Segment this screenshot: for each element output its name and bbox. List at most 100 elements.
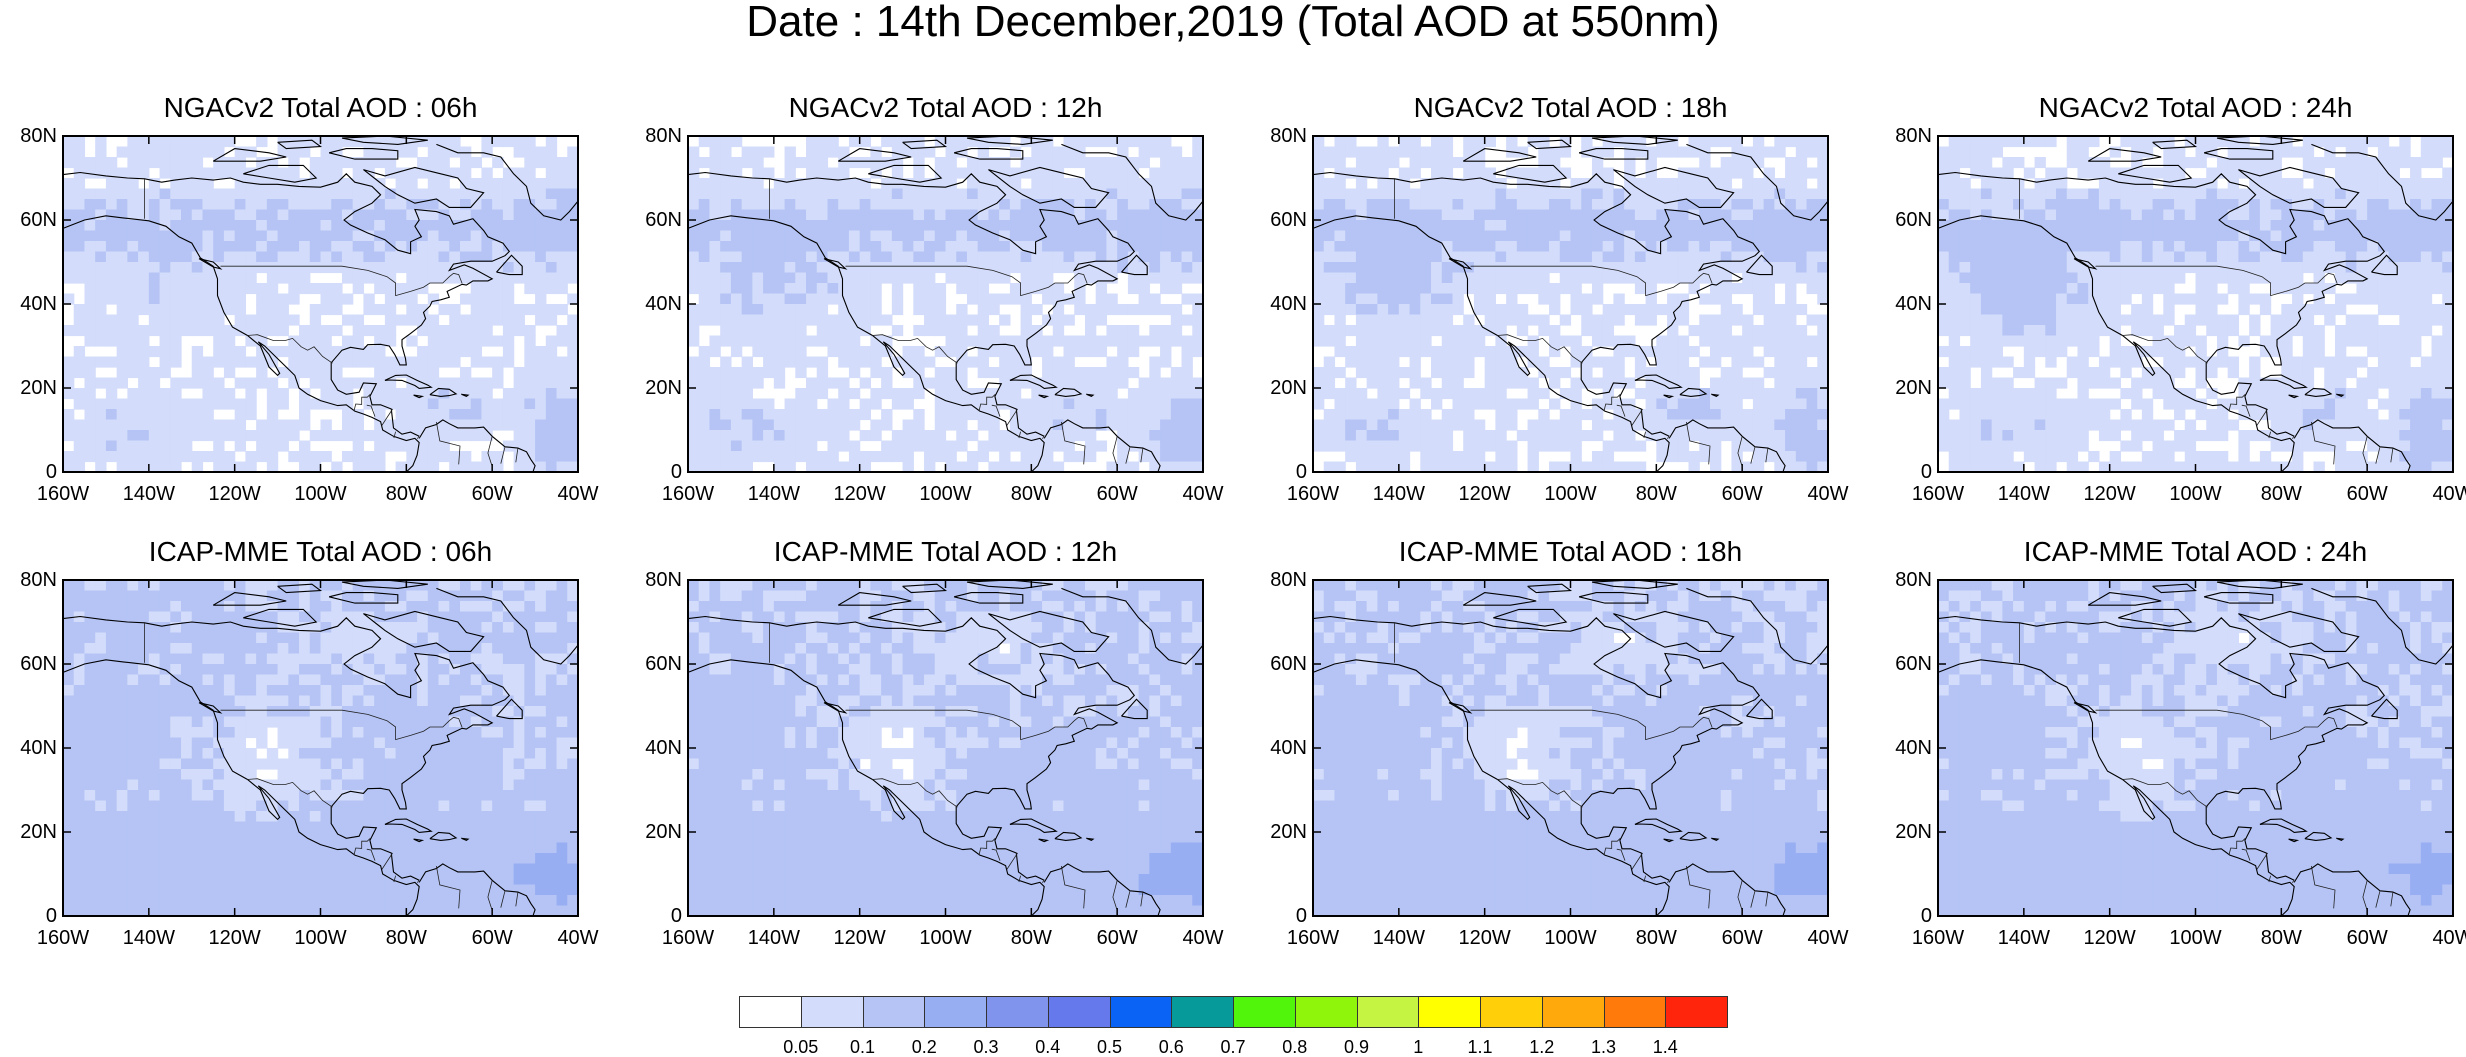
lat-tick-label: 60N xyxy=(0,210,57,230)
lon-tick-label: 80W xyxy=(1621,928,1691,948)
colorbar-box xyxy=(739,996,802,1028)
lat-tick-label: 80N xyxy=(1247,570,1307,590)
lat-tick-label: 20N xyxy=(0,822,57,842)
lat-tick-label: 0 xyxy=(0,906,57,926)
colorbar-box xyxy=(1233,996,1296,1028)
colorbar-box xyxy=(1048,996,1111,1028)
colorbar-box xyxy=(1480,996,1543,1028)
map-panel-ngac-6h xyxy=(63,136,578,472)
colorbar-box xyxy=(1110,996,1173,1028)
panel-title: ICAP-MME Total AOD : 24h xyxy=(1916,538,2466,566)
lon-tick-label: 100W xyxy=(286,928,356,948)
lon-tick-label: 100W xyxy=(1536,928,1606,948)
lon-tick-label: 120W xyxy=(825,484,895,504)
map-panel-ngac-12h xyxy=(688,136,1203,472)
aod-map xyxy=(63,580,578,916)
map-panel-ngac-18h xyxy=(1313,136,1828,472)
lat-tick-label: 80N xyxy=(622,570,682,590)
lon-tick-label: 120W xyxy=(200,928,270,948)
lat-tick-label: 40N xyxy=(0,294,57,314)
lat-tick-label: 60N xyxy=(1872,654,1932,674)
lat-tick-label: 80N xyxy=(1872,126,1932,146)
colorbar-box xyxy=(1418,996,1481,1028)
lat-tick-label: 0 xyxy=(0,462,57,482)
lat-tick-label: 0 xyxy=(1872,462,1932,482)
lon-tick-label: 120W xyxy=(2075,928,2145,948)
lat-tick-label: 40N xyxy=(1872,738,1932,758)
lon-tick-label: 80W xyxy=(1621,484,1691,504)
lon-tick-label: 160W xyxy=(1903,484,1973,504)
lat-tick-label: 20N xyxy=(1872,378,1932,398)
colorbar-label: 0.2 xyxy=(899,1038,949,1056)
panel-title: NGACv2 Total AOD : 24h xyxy=(1916,94,2466,122)
lon-tick-label: 40W xyxy=(1793,484,1863,504)
colorbar-box xyxy=(1357,996,1420,1028)
lon-tick-label: 140W xyxy=(739,484,809,504)
aod-field xyxy=(688,580,1204,917)
lat-tick-label: 0 xyxy=(622,462,682,482)
panel-title: ICAP-MME Total AOD : 12h xyxy=(666,538,1226,566)
lat-tick-label: 20N xyxy=(0,378,57,398)
aod-map xyxy=(1938,580,2453,916)
lon-tick-label: 160W xyxy=(1278,928,1348,948)
lon-tick-label: 160W xyxy=(28,928,98,948)
figure-title: Date : 14th December,2019 (Total AOD at … xyxy=(0,0,2466,44)
lat-tick-label: 80N xyxy=(0,570,57,590)
lon-tick-label: 100W xyxy=(2161,484,2231,504)
lon-tick-label: 120W xyxy=(1450,928,1520,948)
aod-map xyxy=(1313,580,1828,916)
aod-map xyxy=(63,136,578,472)
colorbar xyxy=(739,996,1727,1030)
colorbar-label: 0.3 xyxy=(961,1038,1011,1056)
colorbar-box xyxy=(1295,996,1358,1028)
map-panel-icap-18h xyxy=(1313,580,1828,916)
lon-tick-label: 140W xyxy=(1989,484,2059,504)
aod-field xyxy=(1313,136,1829,473)
lon-tick-label: 40W xyxy=(2418,484,2466,504)
lon-tick-label: 120W xyxy=(825,928,895,948)
lat-tick-label: 80N xyxy=(0,126,57,146)
lat-tick-label: 60N xyxy=(1872,210,1932,230)
colorbar-label: 0.1 xyxy=(838,1038,888,1056)
lon-tick-label: 60W xyxy=(457,928,527,948)
lat-tick-label: 40N xyxy=(0,738,57,758)
aod-field xyxy=(63,136,579,473)
lat-tick-label: 0 xyxy=(1872,906,1932,926)
lon-tick-label: 160W xyxy=(653,928,723,948)
colorbar-label: 1.1 xyxy=(1455,1038,1505,1056)
colorbar-label: 0.05 xyxy=(776,1038,826,1056)
aod-map xyxy=(688,136,1203,472)
panel-title: NGACv2 Total AOD : 18h xyxy=(1291,94,1851,122)
lat-tick-label: 20N xyxy=(622,378,682,398)
lat-tick-label: 40N xyxy=(1872,294,1932,314)
lon-tick-label: 100W xyxy=(911,484,981,504)
lat-tick-label: 20N xyxy=(1247,822,1307,842)
aod-field xyxy=(1938,580,2454,917)
lat-tick-label: 60N xyxy=(1247,210,1307,230)
lon-tick-label: 140W xyxy=(1364,928,1434,948)
lon-tick-label: 140W xyxy=(114,928,184,948)
colorbar-box xyxy=(924,996,987,1028)
aod-field xyxy=(1938,136,2454,473)
panel-title: ICAP-MME Total AOD : 06h xyxy=(41,538,601,566)
colorbar-label: 1.3 xyxy=(1579,1038,1629,1056)
lon-tick-label: 100W xyxy=(911,928,981,948)
lat-tick-label: 40N xyxy=(622,738,682,758)
lon-tick-label: 140W xyxy=(1989,928,2059,948)
lon-tick-label: 120W xyxy=(2075,484,2145,504)
lon-tick-label: 80W xyxy=(996,928,1066,948)
aod-map xyxy=(1938,136,2453,472)
colorbar-label: 0.8 xyxy=(1270,1038,1320,1056)
colorbar-box xyxy=(1604,996,1667,1028)
lon-tick-label: 140W xyxy=(1364,484,1434,504)
lat-tick-label: 20N xyxy=(1247,378,1307,398)
lat-tick-label: 40N xyxy=(1247,294,1307,314)
lat-tick-label: 80N xyxy=(1247,126,1307,146)
lon-tick-label: 40W xyxy=(543,928,613,948)
lon-tick-label: 40W xyxy=(2418,928,2466,948)
lat-tick-label: 60N xyxy=(1247,654,1307,674)
lat-tick-label: 0 xyxy=(1247,462,1307,482)
colorbar-label: 0.9 xyxy=(1332,1038,1382,1056)
lat-tick-label: 80N xyxy=(622,126,682,146)
lon-tick-label: 140W xyxy=(739,928,809,948)
